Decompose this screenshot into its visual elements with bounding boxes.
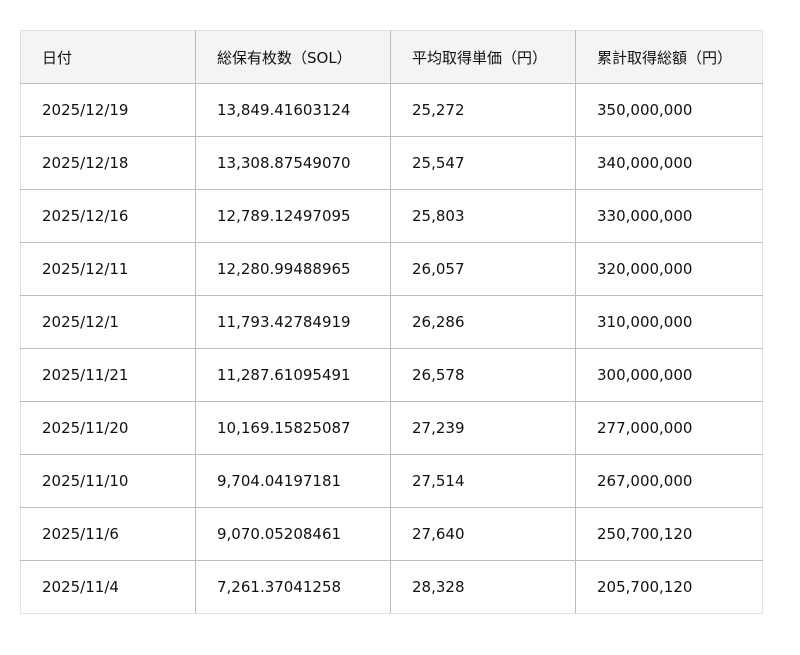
cell-date: 2025/12/16 [20, 189, 196, 243]
cell-total-holdings: 13,849.41603124 [195, 83, 391, 137]
cell-date: 2025/12/1 [20, 295, 196, 349]
table-row: 2025/12/16 12,789.12497095 25,803 330,000,0… [20, 189, 763, 243]
table-row: 2025/12/11 12,280.99488965 26,057 320,000,0… [20, 242, 763, 296]
sol-holdings-table: 日付 総保有枚数（SOL） 平均取得単価（円） 累計取得総額（円） 2025/1… [20, 30, 763, 614]
cell-date: 2025/11/21 [20, 348, 196, 402]
cell-average-price: 27,640 [390, 507, 576, 561]
cell-total-holdings: 13,308.87549070 [195, 136, 391, 190]
header-date: 日付 [20, 30, 196, 84]
cell-average-price: 26,057 [390, 242, 576, 296]
cell-total-holdings: 12,280.99488965 [195, 242, 391, 296]
cell-date: 2025/11/20 [20, 401, 196, 455]
table-row: 2025/12/18 13,308.87549070 25,547 340,000,0… [20, 136, 763, 190]
cell-average-price: 26,286 [390, 295, 576, 349]
cell-date: 2025/12/18 [20, 136, 196, 190]
table-row: 2025/11/10 9,704.04197181 27,514 267,000,00… [20, 454, 763, 508]
table-row: 2025/11/6 9,070.05208461 27,640 250,700,120 [20, 507, 763, 561]
cell-cumulative-cost: 267,000,000 [575, 454, 763, 508]
table-row: 2025/12/19 13,849.41603124 25,272 350,000,0… [20, 83, 763, 137]
header-row: 日付 総保有枚数（SOL） 平均取得単価（円） 累計取得総額（円） [20, 30, 763, 84]
table-row: 2025/11/20 10,169.15825087 27,239 277,000,0… [20, 401, 763, 455]
cell-total-holdings: 11,287.61095491 [195, 348, 391, 402]
cell-average-price: 25,272 [390, 83, 576, 137]
cell-average-price: 28,328 [390, 560, 576, 614]
cell-date: 2025/11/10 [20, 454, 196, 508]
header-average-price: 平均取得単価（円） [390, 30, 576, 84]
cell-date: 2025/11/6 [20, 507, 196, 561]
cell-cumulative-cost: 205,700,120 [575, 560, 763, 614]
table-row: 2025/12/1 11,793.42784919 26,286 310,000,00… [20, 295, 763, 349]
cell-cumulative-cost: 277,000,000 [575, 401, 763, 455]
cell-cumulative-cost: 250,700,120 [575, 507, 763, 561]
cell-cumulative-cost: 340,000,000 [575, 136, 763, 190]
table-row: 2025/11/21 11,287.61095491 26,578 300,000,0… [20, 348, 763, 402]
cell-average-price: 26,578 [390, 348, 576, 402]
header-cumulative-cost: 累計取得総額（円） [575, 30, 763, 84]
cell-total-holdings: 12,789.12497095 [195, 189, 391, 243]
cell-cumulative-cost: 350,000,000 [575, 83, 763, 137]
cell-cumulative-cost: 320,000,000 [575, 242, 763, 296]
cell-cumulative-cost: 310,000,000 [575, 295, 763, 349]
cell-cumulative-cost: 330,000,000 [575, 189, 763, 243]
cell-total-holdings: 9,070.05208461 [195, 507, 391, 561]
cell-total-holdings: 9,704.04197181 [195, 454, 391, 508]
cell-average-price: 27,239 [390, 401, 576, 455]
header-total-holdings: 総保有枚数（SOL） [195, 30, 391, 84]
cell-average-price: 27,514 [390, 454, 576, 508]
cell-average-price: 25,547 [390, 136, 576, 190]
cell-date: 2025/12/19 [20, 83, 196, 137]
table-row: 2025/11/4 7,261.37041258 28,328 205,700,120 [20, 560, 763, 614]
cell-cumulative-cost: 300,000,000 [575, 348, 763, 402]
cell-date: 2025/11/4 [20, 560, 196, 614]
cell-total-holdings: 10,169.15825087 [195, 401, 391, 455]
cell-average-price: 25,803 [390, 189, 576, 243]
cell-total-holdings: 7,261.37041258 [195, 560, 391, 614]
cell-total-holdings: 11,793.42784919 [195, 295, 391, 349]
cell-date: 2025/12/11 [20, 242, 196, 296]
